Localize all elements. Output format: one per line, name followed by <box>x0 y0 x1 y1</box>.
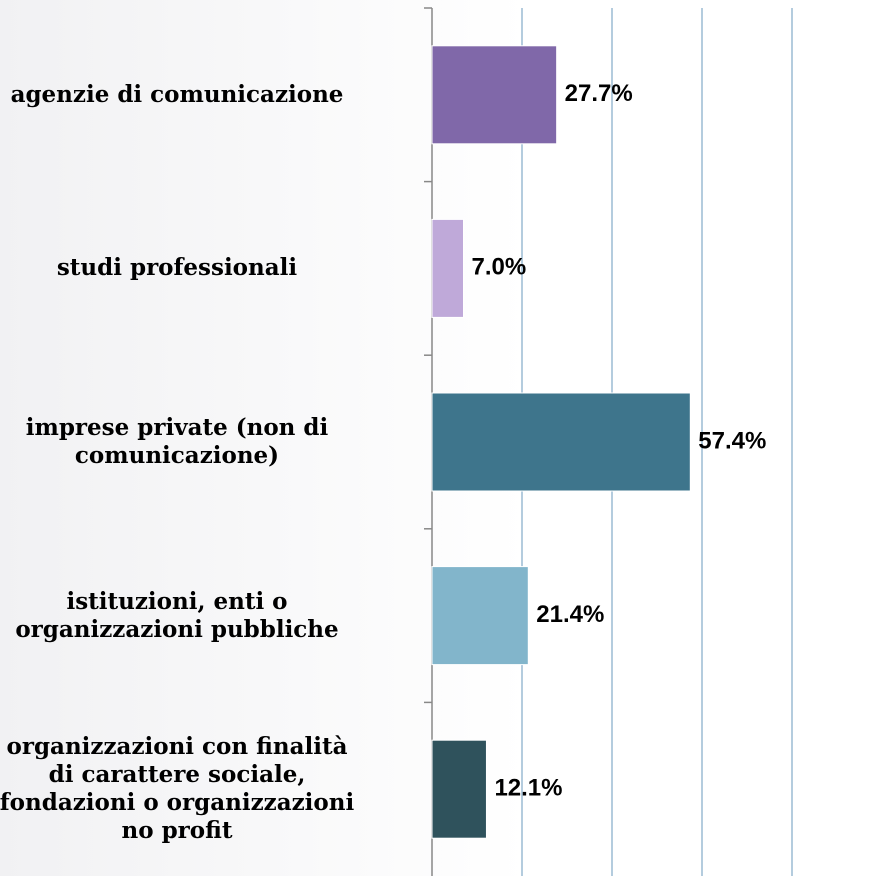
bar <box>431 739 487 839</box>
category-label: agenzie di comunicazione <box>10 80 344 108</box>
category-label: studi professionali <box>56 254 298 282</box>
value-label: 27.7% <box>565 80 633 107</box>
value-label: 12.1% <box>494 775 562 802</box>
category-label: organizzazioni con finalità di carattere… <box>0 733 355 845</box>
bar <box>431 218 464 318</box>
value-label: 7.0% <box>472 254 527 281</box>
value-label: 57.4% <box>698 427 766 454</box>
category-label: imprese private (non di comunicazione) <box>25 414 329 469</box>
value-label: 21.4% <box>536 601 604 628</box>
bar <box>431 392 691 492</box>
category-label: istituzioni, enti o organizzazioni pubbl… <box>15 587 339 643</box>
bar <box>431 45 558 145</box>
bar <box>431 566 529 666</box>
